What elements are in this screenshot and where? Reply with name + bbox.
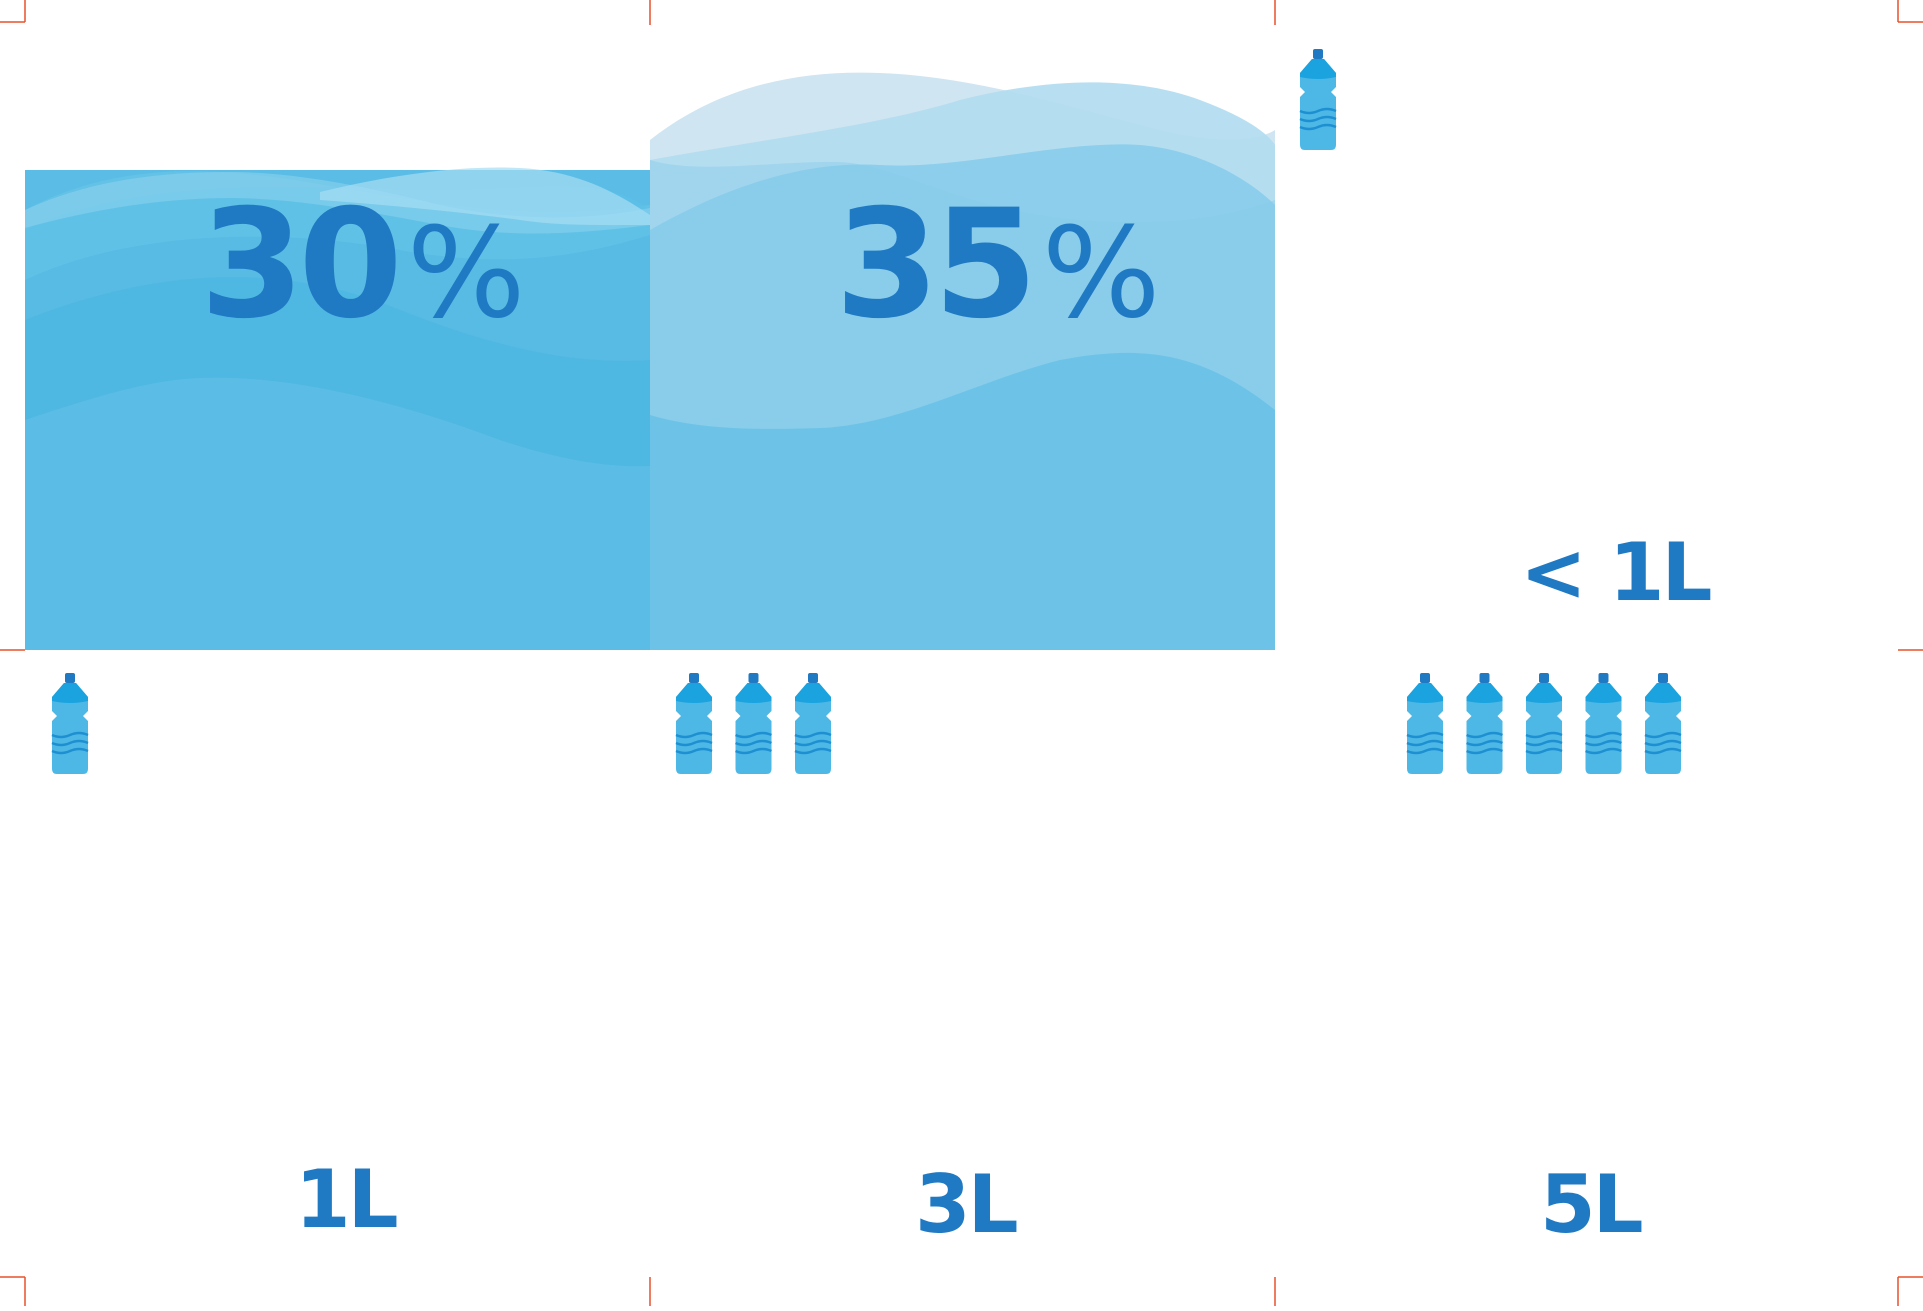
bottle-icon	[1405, 671, 1445, 776]
bottle-rows	[50, 671, 1683, 776]
percent-sign: %	[1041, 201, 1161, 346]
bottle-icon	[1584, 671, 1623, 776]
volume-label-2: 3L	[915, 1158, 1019, 1251]
bottle-icon	[734, 671, 773, 776]
bottle-icon	[1465, 671, 1504, 776]
percent-sign: %	[406, 201, 526, 346]
water-panel-2	[650, 72, 1275, 651]
bottle-icon	[50, 671, 90, 776]
percent-value: 30	[200, 178, 403, 352]
percent-value: 35	[835, 178, 1038, 352]
percentage-label-2: 35%	[835, 190, 1161, 340]
volume-label-top: < 1L	[1520, 526, 1713, 619]
water-panel-1	[25, 167, 650, 650]
volume-label-1: 1L	[295, 1153, 399, 1246]
bottle-icon	[1298, 47, 1338, 152]
bottle-icon	[1524, 671, 1564, 776]
percentage-label-1: 30%	[200, 190, 526, 340]
bottle-icon	[1643, 671, 1683, 776]
bottle-icon	[674, 671, 714, 776]
volume-label-3: 5L	[1540, 1158, 1644, 1251]
bottle-icon	[793, 671, 833, 776]
